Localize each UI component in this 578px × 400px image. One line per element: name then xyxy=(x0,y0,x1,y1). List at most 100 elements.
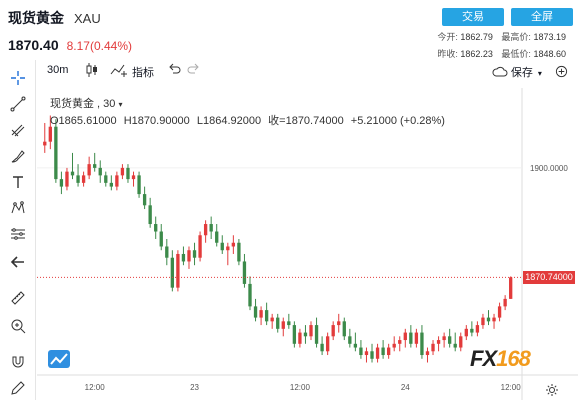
stat-high-label: 最高价: xyxy=(501,32,531,42)
pattern-tool-icon[interactable] xyxy=(8,198,28,218)
magnet-icon[interactable] xyxy=(8,352,28,372)
candle-body xyxy=(298,332,302,344)
indicators-button[interactable]: 指标 xyxy=(132,67,154,79)
candle-body xyxy=(359,347,363,356)
candle-body xyxy=(381,347,385,356)
candle-body xyxy=(87,164,91,176)
candle-body xyxy=(331,325,335,337)
candle-body xyxy=(43,141,47,146)
x-tick-label: 23 xyxy=(190,383,199,392)
candle-body xyxy=(54,126,58,180)
settings-icon[interactable] xyxy=(555,65,568,81)
candle-body xyxy=(181,253,186,262)
candle-body xyxy=(414,332,419,344)
candle-body xyxy=(337,321,341,326)
candle-body xyxy=(259,310,263,318)
pencil-lock-icon[interactable] xyxy=(8,378,28,398)
x-tick-label: 12:00 xyxy=(290,383,311,392)
candle-body xyxy=(131,175,136,180)
candle-body xyxy=(409,332,413,344)
candle-body xyxy=(264,310,269,322)
candle-body xyxy=(464,328,468,337)
legend-low: L1864.92000 xyxy=(196,115,262,127)
x-tick-label: 24 xyxy=(401,383,410,392)
candle-body xyxy=(475,325,480,333)
candle-body xyxy=(126,167,130,180)
logo-num: 168 xyxy=(496,346,531,371)
undo-icon[interactable] xyxy=(167,62,181,81)
candle-body xyxy=(314,325,319,344)
candle-style-icon[interactable] xyxy=(85,62,99,81)
measure-tool-icon[interactable] xyxy=(8,224,28,244)
price-change: 8.17(0.44%) xyxy=(66,39,132,53)
redo-icon[interactable] xyxy=(187,62,201,81)
candle-body xyxy=(104,175,108,183)
candle-body xyxy=(142,194,147,206)
candle-body xyxy=(115,175,119,187)
stat-prevclose-value: 1862.23 xyxy=(460,49,493,59)
ruler-icon[interactable] xyxy=(8,288,28,308)
text-tool-icon[interactable] xyxy=(8,172,28,192)
trade-button[interactable]: 交易 xyxy=(442,8,504,26)
legend-chevron-icon[interactable]: ▾ xyxy=(118,100,123,109)
legend-open: O1865.61000 xyxy=(50,115,117,127)
stat-prevclose-label: 昨收: xyxy=(437,49,458,59)
line-tool-icon[interactable] xyxy=(8,94,28,114)
candle-body xyxy=(420,332,424,356)
candle-body xyxy=(187,250,191,262)
candle-body xyxy=(425,351,430,356)
candle-body xyxy=(459,336,463,348)
legend-close: 收=1870.74000 xyxy=(268,115,344,127)
instrument-name: 现货黄金 xyxy=(8,10,64,26)
crosshair-icon[interactable] xyxy=(8,68,28,88)
instrument-symbol: XAU xyxy=(74,11,101,26)
candle-body xyxy=(398,340,402,344)
indicators-icon[interactable] xyxy=(110,62,128,81)
candle-body xyxy=(292,325,297,344)
chart-logo-icon xyxy=(48,350,70,368)
last-price: 1870.40 xyxy=(8,37,59,53)
candle-body xyxy=(325,336,330,352)
candle-body xyxy=(492,317,496,322)
candle-body xyxy=(403,332,407,341)
axis-settings-icon[interactable] xyxy=(545,383,559,400)
save-area: 保存 ▾ xyxy=(492,64,568,81)
candlestick-chart[interactable]: 1900.0000 12:00 23 12:00 24 12:00 xyxy=(37,88,578,400)
candle-body xyxy=(309,325,313,337)
candle-body xyxy=(375,347,380,359)
legend-change: +5.21000 (+0.28%) xyxy=(350,115,445,127)
candle-body xyxy=(436,340,441,344)
candle-body xyxy=(470,328,474,333)
chevron-down-icon[interactable]: ▾ xyxy=(537,69,542,78)
candle-body xyxy=(81,175,86,183)
candle-body xyxy=(287,321,291,326)
drawing-tools-sidebar xyxy=(0,60,36,400)
candle-body xyxy=(453,343,457,348)
candle-body xyxy=(154,224,158,232)
candle-body xyxy=(448,336,452,344)
candle-body xyxy=(198,235,202,258)
save-button[interactable]: 保存 xyxy=(510,67,533,79)
zoom-in-icon[interactable] xyxy=(8,316,28,336)
legend-high: H1870.90000 xyxy=(123,115,190,127)
candle-body xyxy=(497,306,502,318)
candle-body xyxy=(431,343,435,352)
fib-tool-icon[interactable] xyxy=(8,120,28,140)
candle-body xyxy=(215,231,219,243)
candle-body xyxy=(248,283,252,307)
stat-open-value: 1862.79 xyxy=(460,32,493,42)
interval-selector[interactable]: 30m xyxy=(47,64,69,76)
fullscreen-button[interactable]: 全屏 xyxy=(511,8,573,26)
candle-body xyxy=(192,250,197,258)
candle-body xyxy=(176,253,180,288)
legend-ohlc: O1865.61000 H1870.90000 L1864.92000 收=18… xyxy=(50,112,449,128)
cloud-icon[interactable] xyxy=(492,66,508,81)
back-arrow-icon[interactable] xyxy=(8,252,28,272)
brush-icon[interactable] xyxy=(8,146,28,166)
stat-open-label: 今开: xyxy=(437,32,458,42)
candle-body xyxy=(442,336,446,341)
chart-toolbar: 30m 指标 xyxy=(40,62,578,84)
candle-body xyxy=(392,343,396,348)
last-price-tag: 1870.74000 xyxy=(523,270,575,284)
candle-body xyxy=(148,205,152,225)
